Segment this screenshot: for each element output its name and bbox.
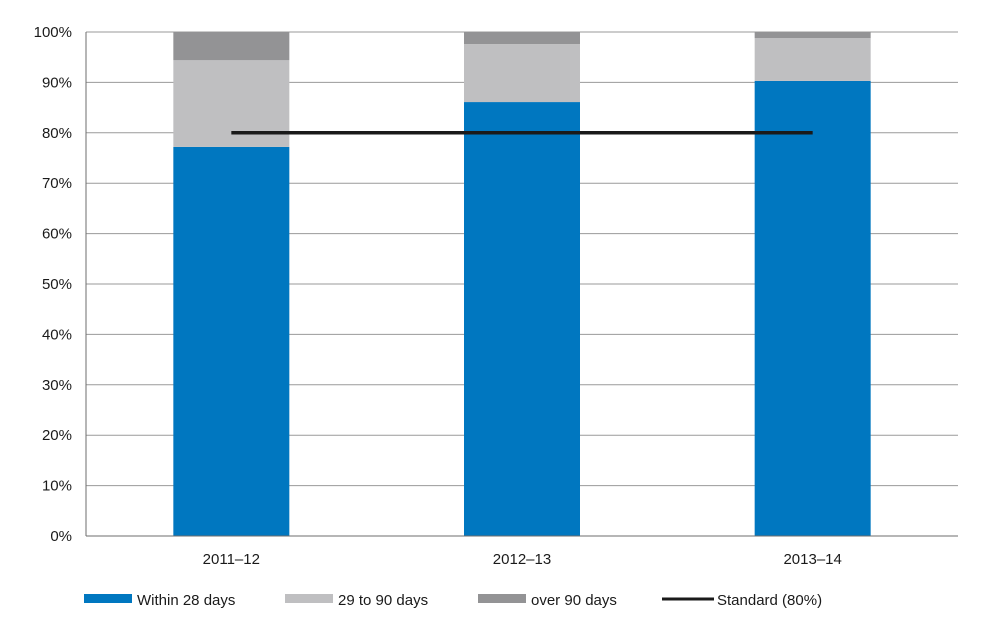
bar-segment: [754, 38, 871, 81]
x-tick-label: 2011–12: [203, 551, 260, 568]
legend-swatch: [478, 594, 526, 603]
bar-segment: [754, 80, 871, 536]
bar-segment: [464, 32, 580, 45]
y-tick-label: 50%: [42, 276, 72, 293]
bar-segment: [464, 44, 580, 103]
y-tick-label: 80%: [42, 125, 72, 142]
legend-label: Within 28 days: [137, 592, 235, 609]
x-tick-label: 2013–14: [783, 551, 841, 568]
y-tick-label: 10%: [42, 478, 72, 495]
bars: [173, 32, 871, 537]
y-tick-label: 20%: [42, 427, 72, 444]
legend-label: Standard (80%): [717, 592, 822, 609]
legend-swatch: [84, 594, 132, 603]
legend-swatch: [285, 594, 333, 603]
bar-segment: [754, 32, 871, 39]
bar-segment: [173, 146, 290, 537]
y-tick-label: 60%: [42, 226, 72, 243]
legend-label: over 90 days: [531, 592, 617, 609]
y-tick-label: 100%: [34, 24, 72, 41]
y-tick-label: 30%: [42, 377, 72, 394]
y-tick-label: 90%: [42, 74, 72, 91]
y-tick-label: 40%: [42, 326, 72, 343]
legend-label: 29 to 90 days: [338, 592, 428, 609]
y-tick-label: 70%: [42, 175, 72, 192]
x-tick-label: 2012–13: [493, 551, 551, 568]
bar-segment: [464, 102, 580, 536]
bar-segment: [173, 32, 290, 61]
legend: Within 28 days 29 to 90 days over 90 days S…: [84, 592, 822, 609]
axes: 0% 10% 20% 30% 40% 50% 60% 70% 80% 90% 100% 2011–12…: [34, 24, 958, 568]
y-tick-label: 0%: [50, 528, 72, 545]
